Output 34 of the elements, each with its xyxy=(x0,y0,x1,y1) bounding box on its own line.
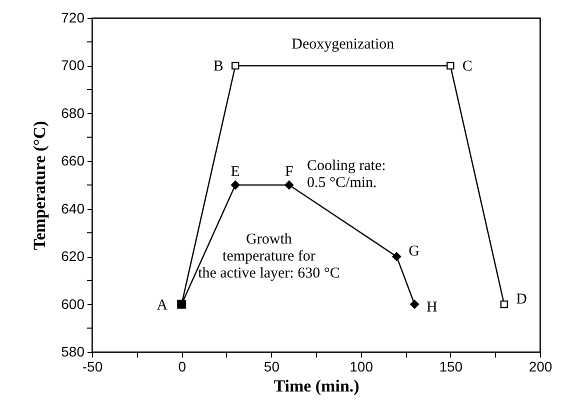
y-tick-label: 700 xyxy=(61,57,85,74)
y-tick-label: 680 xyxy=(61,104,85,121)
annotation: B xyxy=(213,58,224,75)
y-axis-title: Temperature (°C) xyxy=(30,120,50,250)
annotation: H xyxy=(426,299,438,316)
annotation: C xyxy=(462,58,472,75)
point xyxy=(410,300,420,309)
annotation: Cooling rate: 0.5 °C/min. xyxy=(307,158,386,191)
annotation: F xyxy=(284,164,294,180)
point xyxy=(232,62,240,70)
y-tick-label: 620 xyxy=(61,248,85,264)
annotation: D xyxy=(516,291,528,308)
annotation: Deoxygenization xyxy=(292,36,395,53)
y-tick-label: 640 xyxy=(61,200,85,216)
point xyxy=(284,180,294,190)
y-tick-label: 720 xyxy=(61,10,85,26)
x-tick-label: 100 xyxy=(350,358,374,374)
annotation: Growth temperature for the active layer: 630 °C xyxy=(198,231,340,282)
point xyxy=(392,252,402,262)
x-tick-label: -50 xyxy=(82,358,103,374)
x-tick-label: 150 xyxy=(439,358,463,374)
x-tick-label: 50 xyxy=(264,358,280,374)
x-axis-title: Time (min.) xyxy=(274,376,360,396)
annotation: E xyxy=(230,164,240,180)
point xyxy=(500,300,508,308)
point xyxy=(230,180,240,190)
annotation: A xyxy=(156,297,168,314)
point xyxy=(446,62,454,70)
annotation: G xyxy=(408,244,420,260)
x-tick-label: 0 xyxy=(178,358,186,374)
y-tick-label: 600 xyxy=(61,296,85,312)
x-tick-label: 200 xyxy=(528,358,552,374)
y-tick-label: 580 xyxy=(61,344,85,360)
y-tick-label: 660 xyxy=(61,152,85,169)
